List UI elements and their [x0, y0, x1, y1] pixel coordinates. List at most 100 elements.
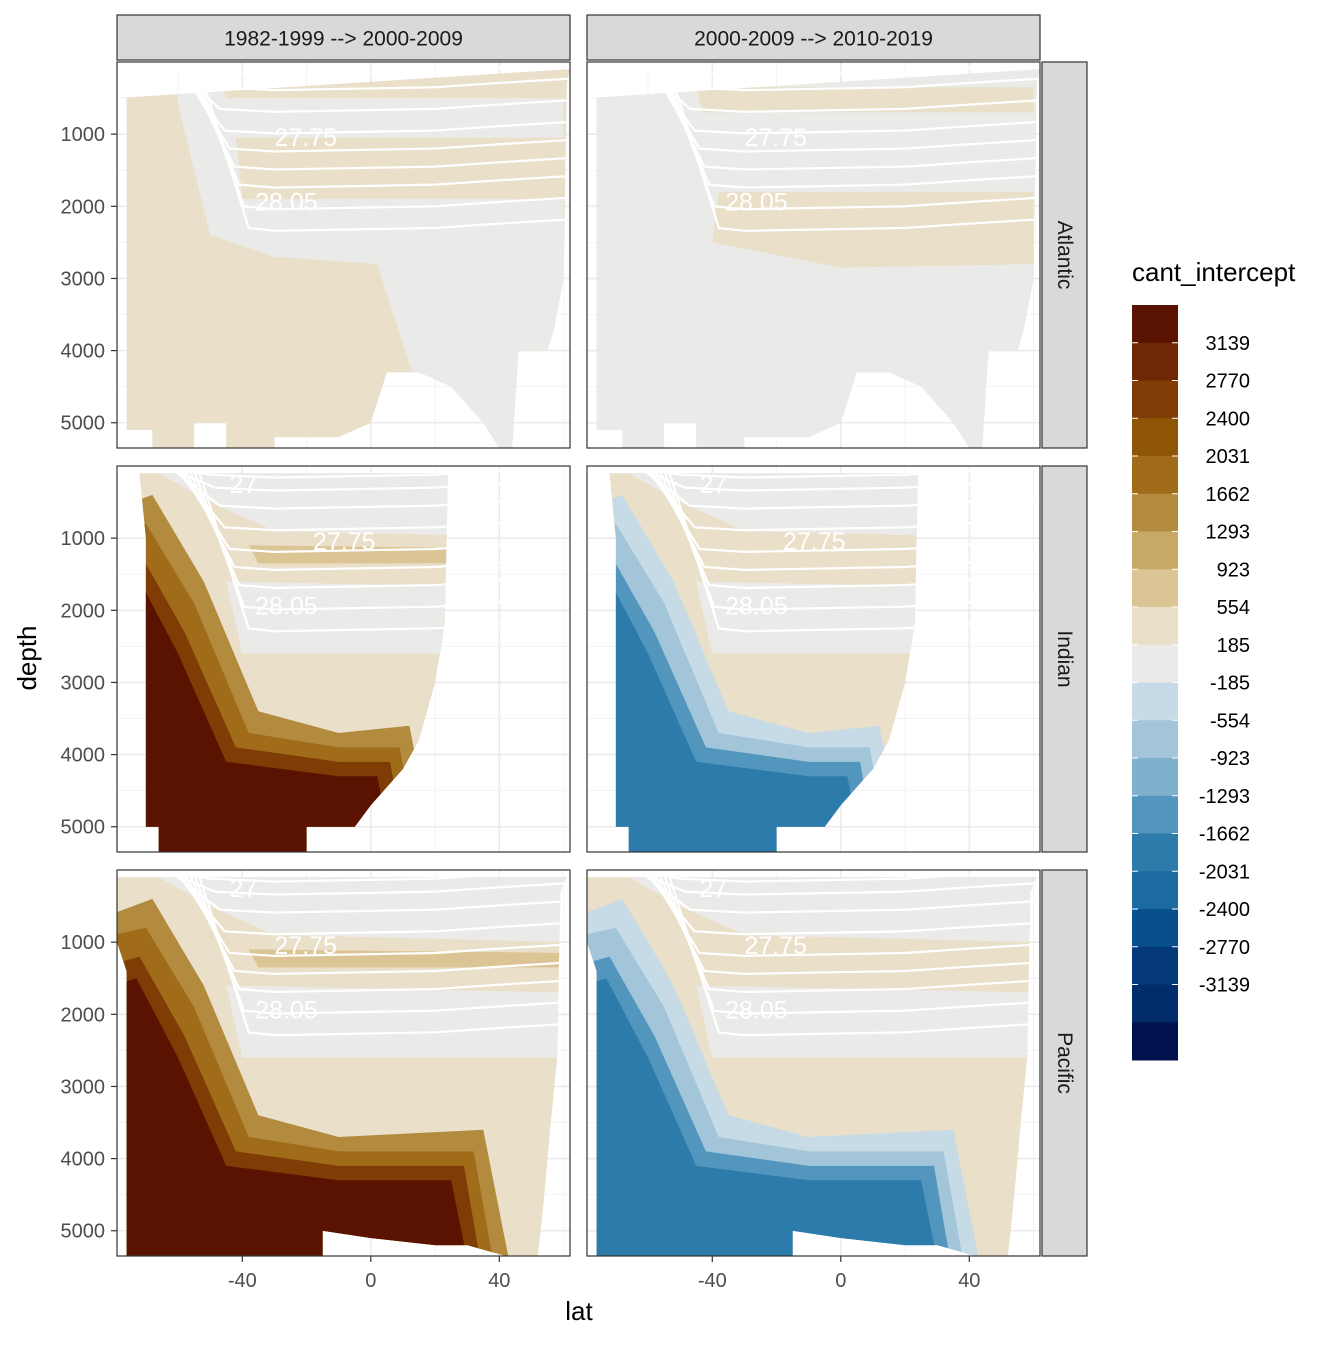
isopycnal-line — [158, 62, 570, 77]
legend-break-label: -2400 — [1199, 899, 1250, 921]
row-strip-bg — [1041, 61, 1088, 449]
y-tick-label: 4000 — [61, 1149, 106, 1171]
field-surface-neutral — [145, 473, 448, 539]
legend-swatch — [1132, 682, 1178, 721]
isopycnal-lines — [628, 870, 1040, 1037]
contour-label-27: 27 — [229, 875, 257, 903]
isopycnal-line — [628, 62, 1040, 77]
legend-swatch — [1132, 569, 1178, 608]
panel-field: 27 27.75 28.05 — [587, 870, 1040, 1256]
isopycnal-line — [666, 62, 1040, 232]
y-tick-label: 3000 — [61, 1076, 106, 1098]
y-axis-0: 1000 2000 3000 4000 5000 — [61, 124, 117, 435]
contour-label-27.75: 27.75 — [313, 528, 376, 556]
column-strip-bg — [586, 14, 1041, 61]
panel-field: 27 27.75 28.05 — [117, 870, 570, 1256]
panel-pacific-0: 27 27.75 28.05 — [116, 869, 571, 1257]
panel-border — [116, 869, 571, 1257]
row-strip-bg — [1041, 869, 1088, 1257]
panel-field: 27 27.75 28.05 — [587, 62, 1040, 448]
row-strip-pacific: Pacific — [1041, 869, 1088, 1257]
x-axis-title: lat — [565, 1296, 593, 1326]
contour-label-28.05: 28.05 — [725, 997, 788, 1025]
legend-swatch — [1132, 342, 1178, 381]
y-axis-1: 1000 2000 3000 4000 5000 — [61, 528, 117, 839]
contour-label-28.05: 28.05 — [725, 593, 788, 621]
contour-label-26: 26 — [931, 459, 959, 487]
field-mid-band — [712, 191, 1034, 268]
legend-swatch — [1132, 1022, 1178, 1061]
column-strip-label: 1982-1999 --> 2000-2009 — [224, 28, 463, 51]
field-layers — [117, 877, 567, 1256]
panel-border — [586, 61, 1041, 449]
y-tick-label: 2000 — [61, 196, 106, 218]
legend-break-label: -2031 — [1199, 861, 1250, 883]
legend-swatch — [1132, 607, 1178, 646]
isopycnal-lines — [158, 466, 570, 633]
isopycnal-lines — [158, 870, 570, 1037]
y-tick-label: 2000 — [61, 1004, 106, 1026]
field-intermediate-neutral — [226, 985, 567, 1058]
contour-label-28.05: 28.05 — [255, 189, 318, 217]
y-axis-title: depth — [12, 625, 42, 690]
isopycnal-lines — [158, 62, 570, 232]
contour-label-27: 27 — [229, 471, 257, 499]
legend-swatch — [1132, 305, 1178, 344]
legend-swatch — [1132, 531, 1178, 570]
row-strip-label: Atlantic — [1053, 221, 1076, 290]
y-tick-label: 5000 — [61, 413, 106, 435]
column-strip-label: 2000-2009 --> 2010-2019 — [694, 28, 933, 51]
isopycnal-line — [196, 870, 570, 1037]
panel-atlantic-0: 27 27.75 28.05 — [116, 61, 571, 449]
contour-label-27: 27 — [699, 875, 727, 903]
legend-break-label: -1293 — [1199, 786, 1250, 808]
contour-label-27.75: 27.75 — [744, 124, 807, 152]
x-tick-label: 0 — [365, 1270, 376, 1292]
y-tick-label: 4000 — [61, 341, 106, 363]
legend-swatch — [1132, 984, 1178, 1023]
x-tick-label: -40 — [228, 1270, 257, 1292]
isopycnal-line — [666, 870, 1040, 1037]
isopycnal-line — [196, 466, 570, 633]
legend-swatch — [1132, 833, 1178, 872]
x-tick-label: 40 — [488, 1270, 510, 1292]
x-axis-0: -40 0 40 — [228, 1256, 510, 1292]
contour-label-27.75: 27.75 — [274, 932, 337, 960]
field-surface-neutral — [615, 877, 1037, 943]
panel-indian-0: 26 27 27.75 28.05 — [116, 465, 571, 853]
legend-swatch — [1132, 871, 1178, 910]
legend-swatch — [1132, 720, 1178, 759]
row-strip-atlantic: Atlantic — [1041, 61, 1088, 449]
legend-break-label: 2400 — [1206, 408, 1251, 430]
contour-label-27.75: 27.75 — [783, 528, 846, 556]
contour-label-28.05: 28.05 — [255, 997, 318, 1025]
field-layers — [117, 69, 570, 448]
legend-swatch — [1132, 456, 1178, 495]
field-deep-core — [117, 978, 468, 1256]
panel-border — [586, 465, 1041, 853]
isopycnal-lines — [628, 466, 1040, 633]
panel-atlantic-1: 27 27.75 28.05 — [586, 61, 1041, 449]
field-deep-core — [609, 574, 864, 852]
field-surface-neutral — [145, 877, 567, 943]
legend-break-label: 2031 — [1206, 446, 1251, 468]
legend-swatch — [1132, 909, 1178, 948]
panel-indian-1: 26 27 27.75 28.05 — [586, 459, 1041, 853]
y-tick-label: 1000 — [61, 124, 106, 146]
legend-swatch — [1132, 758, 1178, 797]
field-intermediate-neutral — [696, 581, 918, 654]
legend-title: cant_intercept — [1132, 257, 1296, 287]
row-strip-indian: Indian — [1041, 465, 1088, 853]
legend-break-label: 554 — [1217, 597, 1250, 619]
field-surface-neutral — [615, 473, 918, 539]
legend-break-label: -1662 — [1199, 824, 1250, 846]
legend-swatch — [1132, 493, 1178, 532]
legend-swatch — [1132, 380, 1178, 419]
contour-label-28.05: 28.05 — [725, 189, 788, 217]
legend-break-label: 923 — [1217, 559, 1250, 581]
column-strip-1: 2000-2009 --> 2010-2019 — [586, 14, 1041, 61]
contour-label-27: 27 — [229, 67, 257, 95]
x-tick-label: 0 — [835, 1270, 846, 1292]
y-tick-label: 2000 — [61, 600, 106, 622]
